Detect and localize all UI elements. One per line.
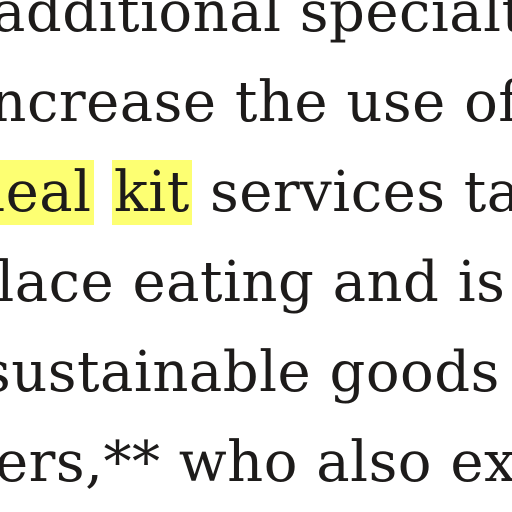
text-segment — [94, 160, 112, 225]
text-segment: increase the use of susta — [0, 70, 512, 135]
text-line: additional specialty me — [0, 0, 512, 75]
text-line: ers,** who also expect t — [0, 435, 512, 512]
highlighted-text: meal — [0, 160, 94, 225]
text-segment: additional specialty — [0, 0, 512, 45]
text-segment: sustainable goods mar — [0, 340, 512, 405]
text-line: place eating and is estim — [0, 255, 512, 345]
text-segment: ers,** who also expect t — [0, 430, 512, 495]
text-segment: place eating and is estim — [0, 250, 512, 315]
text-line: meal kit services tackle t — [0, 160, 512, 255]
text-segment: services tackle t — [210, 160, 512, 225]
highlighted-text: kit — [111, 160, 192, 225]
text-line: increase the use of susta — [0, 75, 512, 165]
text-line: sustainable goods mar — [0, 345, 512, 435]
